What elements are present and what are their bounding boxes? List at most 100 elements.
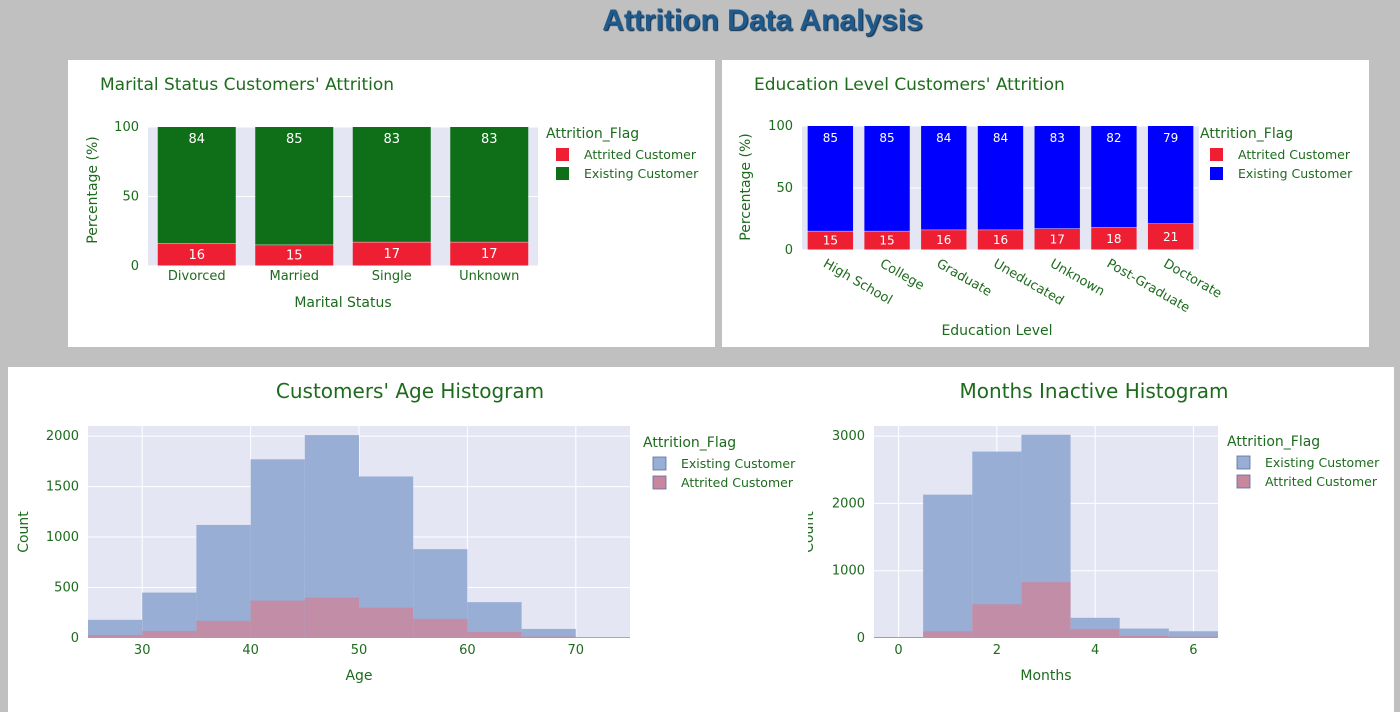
data-label: 85	[879, 131, 894, 145]
bin-attrited-customer-6	[1168, 636, 1218, 638]
legend-item-attrited-customer: Attrited Customer	[1265, 474, 1378, 489]
bar-attrited-customer-single	[352, 242, 431, 266]
data-label: 83	[1050, 131, 1065, 145]
legend-item-attrited-customer: Attrited Customer	[584, 147, 697, 162]
data-label: 84	[936, 131, 951, 145]
data-label: 85	[286, 132, 303, 147]
chart-title: Customers' Age Histogram	[276, 379, 544, 403]
data-label: 85	[823, 131, 838, 145]
marital-chart-panel: Marital Status Customers' Attrition 0 50 10…	[68, 60, 715, 347]
y-axis-label: Count	[808, 511, 817, 553]
bin-attrited-customer-8	[521, 636, 576, 638]
bin-attrited-customer-5	[359, 607, 414, 638]
legend-item-attrited-customer: Attrited Customer	[1238, 147, 1351, 162]
bar-existing-customer-high-school	[807, 126, 854, 231]
y-tick-label: 0	[71, 631, 79, 646]
marital-chart: Marital Status Customers' Attrition 0 50 10…	[85, 75, 699, 311]
bar-existing-customer-uneducated	[977, 126, 1024, 230]
bin-attrited-customer-4	[304, 597, 359, 638]
y-tick-label: 3000	[832, 429, 865, 444]
data-label: 84	[188, 132, 205, 147]
histograms-panel: Customers' Age Histogram 30 40 50 60 70 0 500 10…	[8, 367, 1394, 712]
education-chart-panel: Education Level Customers' Attrition 0 50 1…	[722, 60, 1369, 347]
chart-title: Education Level Customers' Attrition	[754, 75, 1065, 95]
data-label: 16	[993, 233, 1008, 247]
bar-attrited-customer-high-school	[807, 231, 854, 250]
x-tick-label: Unknown	[459, 269, 519, 284]
y-tick-label: 100	[114, 120, 139, 135]
bin-attrited-customer-2	[972, 604, 1022, 638]
x-tick-label: 6	[1189, 643, 1197, 658]
legend-swatch-existing-customer	[652, 456, 667, 471]
chart-title: Marital Status Customers' Attrition	[100, 75, 394, 95]
x-tick-label: 60	[459, 643, 476, 658]
y-tick-label: 1000	[832, 564, 865, 579]
y-tick-label: 500	[54, 581, 79, 596]
data-label: 16	[188, 248, 205, 263]
x-tick-label: Married	[269, 269, 319, 284]
dashboard-title: Attrition Data Analysis	[602, 4, 923, 37]
y-tick-label: 50	[776, 181, 793, 196]
x-tick-label: 30	[134, 643, 151, 658]
chart-title: Months Inactive Histogram	[960, 379, 1229, 403]
y-tick-label: 2000	[46, 429, 79, 444]
data-label: 17	[383, 247, 400, 262]
data-label: 84	[993, 131, 1008, 145]
y-tick-label: 50	[122, 190, 139, 205]
bar-attrited-customer-post-graduate	[1091, 227, 1137, 250]
bin-attrited-customer-2	[196, 620, 251, 638]
y-tick-label: 1000	[46, 530, 79, 545]
bin-attrited-customer-4	[1070, 629, 1120, 638]
legend-swatch-attrited-customer	[1236, 474, 1251, 489]
y-axis-label: Percentage (%)	[85, 136, 101, 243]
bar-existing-customer-single	[352, 127, 431, 242]
legend-swatch-existing-customer	[1210, 167, 1223, 180]
bar-existing-customer-post-graduate	[1091, 126, 1137, 228]
bar-attrited-customer-college	[864, 231, 910, 250]
legend-title: Attrition_Flag	[1227, 434, 1320, 450]
bar-attrited-customer-unknown	[450, 242, 529, 266]
bin-existing-customer-2	[196, 524, 251, 638]
legend-title: Attrition_Flag	[1200, 126, 1293, 142]
bin-attrited-customer-1	[923, 631, 973, 638]
data-label: 16	[936, 233, 951, 247]
bar-existing-customer-graduate	[921, 126, 967, 230]
bar-attrited-customer-unknown	[1034, 228, 1080, 250]
x-tick-label: 40	[242, 643, 259, 658]
y-tick-label: 2000	[832, 496, 865, 511]
y-axis-label: Count	[16, 511, 32, 553]
bar-attrited-customer-graduate	[921, 230, 967, 250]
data-label: 17	[1050, 232, 1065, 246]
bar-attrited-customer-doctorate	[1147, 223, 1194, 250]
x-axis-label: Months	[1020, 668, 1071, 684]
age-histogram: Customers' Age Histogram 30 40 50 60 70 0 500 10…	[16, 379, 796, 684]
data-label: 83	[481, 132, 498, 147]
bar-existing-customer-doctorate	[1147, 126, 1194, 224]
bar-attrited-customer-uneducated	[977, 230, 1024, 250]
legend-swatch-existing-customer	[1236, 455, 1251, 470]
data-label: 15	[286, 249, 303, 264]
y-tick-label: 0	[785, 243, 793, 258]
data-label: 21	[1163, 230, 1178, 244]
bin-attrited-customer-0	[874, 636, 924, 638]
data-label: 15	[879, 234, 894, 248]
legend-swatch-attrited-customer	[556, 148, 569, 161]
bin-existing-customer-6	[1168, 631, 1218, 638]
bin-existing-customer-9	[575, 636, 630, 638]
bar-attrited-customer-divorced	[157, 243, 236, 266]
x-tick-label: 2	[993, 643, 1001, 658]
bin-existing-customer-5	[1119, 628, 1169, 638]
legend-item-existing-customer: Existing Customer	[1265, 455, 1380, 470]
bar-existing-customer-married	[255, 127, 334, 245]
x-tick-label: Graduate	[934, 256, 994, 299]
bin-existing-customer-1	[142, 592, 197, 638]
y-tick-label: 0	[857, 631, 865, 646]
data-label: 79	[1163, 131, 1178, 145]
data-label: 18	[1106, 232, 1121, 246]
x-tick-label: 4	[1091, 643, 1099, 658]
y-axis-label: Percentage (%)	[738, 133, 754, 240]
bar-existing-customer-unknown	[1034, 126, 1080, 229]
legend-item-existing-customer: Existing Customer	[1238, 166, 1353, 181]
bin-existing-customer-0	[88, 619, 143, 638]
bin-attrited-customer-5	[1119, 635, 1169, 638]
